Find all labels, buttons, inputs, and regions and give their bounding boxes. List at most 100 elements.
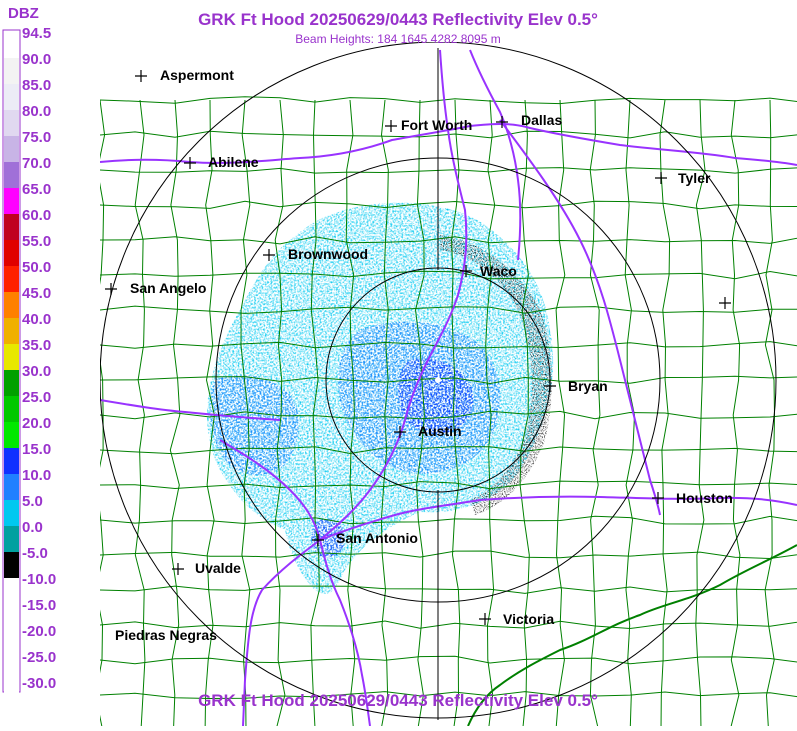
legend-swatch — [4, 526, 19, 552]
beam-heights-subtitle: Beam Heights: 184 1645 4282 8095 m — [295, 32, 500, 46]
legend-level-label: 55.0 — [22, 233, 51, 250]
legend-swatches — [4, 32, 19, 708]
county-line — [590, 100, 600, 726]
city-label: Houston — [676, 490, 733, 506]
city-piedras-negras: Piedras Negras — [115, 627, 217, 643]
city-label: Aspermont — [160, 67, 234, 83]
legend-swatch — [4, 136, 19, 162]
legend-level-label: 80.0 — [22, 103, 51, 120]
city-fort-worth: Fort Worth — [385, 117, 472, 133]
legend-swatch — [4, 110, 19, 136]
city-marker-icon — [385, 120, 397, 132]
legend-swatch — [4, 578, 19, 604]
county-line — [100, 551, 797, 559]
legend-level-label: 65.0 — [22, 181, 51, 198]
legend-swatch — [4, 630, 19, 656]
legend-level-label: -15.0 — [22, 597, 56, 614]
legend-swatch — [4, 266, 19, 292]
map-title: GRK Ft Hood 20250629/0443 Reflectivity E… — [198, 10, 598, 29]
city-label: San Angelo — [130, 280, 207, 296]
county-line — [696, 100, 705, 726]
legend-level-label: 40.0 — [22, 311, 51, 328]
legend-swatch — [4, 344, 19, 370]
county-line — [100, 586, 797, 593]
radar-site-marker — [435, 377, 441, 383]
legend-swatch — [4, 318, 19, 344]
city-label: San Antonio — [336, 530, 418, 546]
map-footer-title: GRK Ft Hood 20250629/0443 Reflectivity E… — [198, 691, 598, 710]
legend-swatch — [4, 292, 19, 318]
city-marker-icon — [719, 297, 731, 309]
legend-swatch — [4, 422, 19, 448]
legend-level-label: 30.0 — [22, 363, 51, 380]
legend-swatch — [4, 396, 19, 422]
county-line — [765, 100, 774, 726]
city-label: Uvalde — [195, 560, 241, 576]
legend-level-label: 50.0 — [22, 259, 51, 276]
legend-level-label: 85.0 — [22, 77, 51, 94]
county-line — [96, 100, 105, 726]
legend-unit: DBZ — [8, 5, 39, 22]
legend-level-label: -5.0 — [22, 545, 48, 562]
city-label: Dallas — [521, 112, 562, 128]
city-marker-icon — [655, 172, 667, 184]
legend-level-label: 60.0 — [22, 207, 51, 224]
dbz-legend: DBZ 94.590.085.080.075.070.065.060.055.0… — [3, 5, 56, 708]
legend-level-label: 10.0 — [22, 467, 51, 484]
legend-level-label: 20.0 — [22, 415, 51, 432]
legend-level-label: 45.0 — [22, 285, 51, 302]
legend-swatch — [4, 188, 19, 214]
city-victoria: Victoria — [479, 611, 554, 627]
legend-level-label: -25.0 — [22, 649, 56, 666]
city-label: Austin — [418, 423, 462, 439]
legend-swatch — [4, 448, 19, 474]
legend-level-label: -10.0 — [22, 571, 56, 588]
city-label: Tyler — [678, 170, 711, 186]
map-layer — [96, 42, 797, 726]
legend-swatch — [4, 58, 19, 84]
city-label: Abilene — [208, 154, 259, 170]
county-line — [730, 100, 740, 726]
legend-level-label: 35.0 — [22, 337, 51, 354]
legend-level-label: 5.0 — [22, 493, 43, 510]
county-line — [100, 516, 797, 524]
county-line — [556, 100, 565, 726]
city-san-angelo: San Angelo — [105, 280, 207, 296]
county-line — [100, 97, 797, 104]
legend-swatch — [4, 370, 19, 396]
city-marker-icon — [184, 157, 196, 169]
city-label: Bryan — [568, 378, 608, 394]
legend-swatch — [4, 474, 19, 500]
legend-swatch — [4, 682, 19, 708]
legend-level-label: 15.0 — [22, 441, 51, 458]
legend-level-label: -30.0 — [22, 675, 56, 692]
legend-level-label: 70.0 — [22, 155, 51, 172]
legend-swatch — [4, 32, 19, 58]
city-unnamed-marker — [719, 297, 731, 309]
city-label: Victoria — [503, 611, 554, 627]
legend-level-label: 94.5 — [22, 25, 51, 42]
legend-level-label: -20.0 — [22, 623, 56, 640]
city-label: Brownwood — [288, 246, 368, 262]
legend-swatch — [4, 84, 19, 110]
city-label: Piedras Negras — [115, 627, 217, 643]
city-label: Fort Worth — [401, 117, 472, 133]
city-marker-icon — [135, 70, 147, 82]
legend-swatch — [4, 552, 19, 578]
city-marker-icon — [105, 283, 117, 295]
legend-swatch — [4, 604, 19, 630]
city-uvalde: Uvalde — [172, 560, 241, 576]
city-tyler: Tyler — [655, 170, 711, 186]
county-line — [100, 656, 797, 664]
legend-swatch — [4, 240, 19, 266]
legend-level-label: 90.0 — [22, 51, 51, 68]
legend-labels: 94.590.085.080.075.070.065.060.055.050.0… — [22, 25, 56, 692]
city-marker-icon — [172, 563, 184, 575]
city-label: Waco — [480, 263, 517, 279]
legend-swatch — [4, 500, 19, 526]
county-line — [100, 201, 797, 209]
legend-level-label: 0.0 — [22, 519, 43, 536]
legend-swatch — [4, 214, 19, 240]
